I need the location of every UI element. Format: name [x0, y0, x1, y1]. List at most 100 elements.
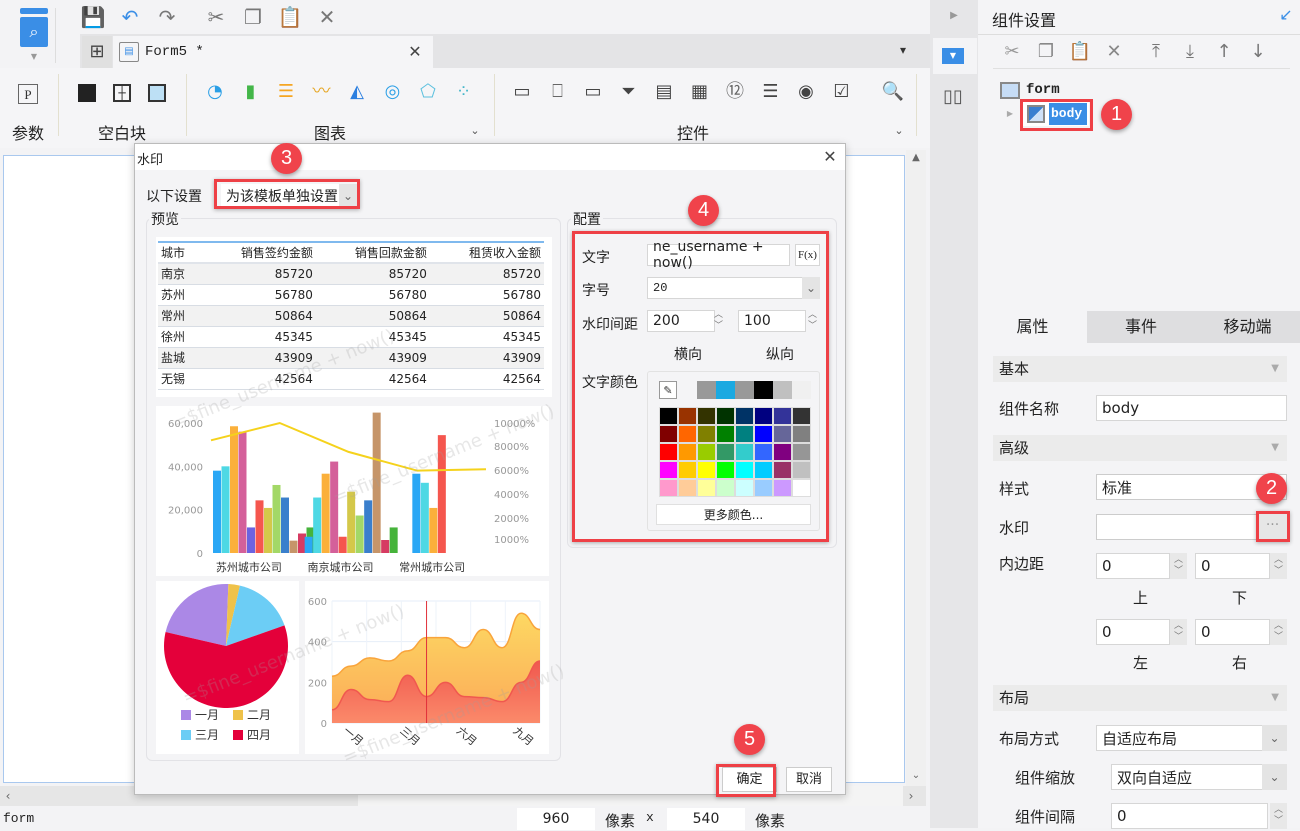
ok-button[interactable]: 确定 — [722, 767, 777, 792]
paste-icon[interactable]: 📋 — [277, 5, 303, 29]
text-area-icon[interactable]: ☰ — [762, 81, 779, 102]
color-swatch[interactable] — [735, 479, 754, 497]
area-chart-icon[interactable]: ◭ — [350, 81, 364, 102]
color-swatch[interactable] — [754, 479, 773, 497]
color-swatch[interactable] — [697, 443, 716, 461]
color-swatch[interactable] — [716, 461, 735, 479]
tree-node-body[interactable]: body — [1023, 102, 1089, 126]
color-swatch[interactable] — [659, 461, 678, 479]
checkbox-group-icon[interactable]: ☑ — [833, 81, 850, 102]
color-swatch[interactable] — [754, 443, 773, 461]
new-grid-icon[interactable]: ⊞ — [82, 36, 112, 68]
redo-icon[interactable]: ↷ — [158, 5, 176, 29]
cut-icon[interactable]: ✂ — [1004, 41, 1020, 62]
bar-chart-icon[interactable]: ▮ — [245, 81, 256, 102]
dropdown-icon[interactable]: ⏷ — [621, 81, 636, 102]
tab-events[interactable]: 事件 — [1087, 311, 1195, 343]
move-bottom-icon[interactable]: ⤓ — [1186, 41, 1194, 62]
color-swatch[interactable] — [659, 425, 678, 443]
copy-icon[interactable]: ❐ — [244, 5, 262, 29]
horizontal-bar-icon[interactable]: ☰ — [277, 81, 295, 102]
vertical-scrollbar[interactable]: ▲ ⌄ — [906, 150, 926, 786]
color-swatch[interactable] — [754, 461, 773, 479]
pie-chart-icon[interactable]: ◔ — [207, 81, 223, 102]
dialog-close-icon[interactable]: ✕ — [823, 147, 837, 166]
font-size-select[interactable]: 20 — [647, 277, 820, 299]
color-swatch[interactable] — [678, 443, 697, 461]
dropdown-arrow-icon[interactable]: ▼ — [30, 52, 38, 61]
collapse-panel-icon[interactable]: ▶ — [950, 10, 958, 21]
color-swatch[interactable] — [697, 479, 716, 497]
move-down-icon[interactable]: ↓ — [1250, 41, 1266, 62]
watermark-text-input[interactable]: ne_username + now() — [647, 239, 790, 271]
gauge-chart-icon[interactable]: ◎ — [384, 81, 401, 102]
layout-panel-icon[interactable]: ▯▯ — [943, 86, 963, 107]
delete-icon[interactable]: ✕ — [1106, 41, 1122, 62]
color-swatch[interactable] — [735, 407, 754, 425]
gap-input[interactable]: 0 — [1111, 803, 1268, 829]
color-swatch[interactable] — [716, 425, 735, 443]
color-swatch[interactable] — [792, 443, 811, 461]
number-input-icon[interactable]: ⑫ — [726, 81, 744, 102]
spacing-vertical-stepper[interactable]: ︿ ﹀ — [807, 310, 817, 331]
section-layout[interactable]: 布局 ▼ — [993, 685, 1287, 711]
scope-dropdown-icon[interactable]: ⌄ — [339, 184, 357, 208]
move-up-icon[interactable]: ↑ — [1216, 41, 1232, 62]
eyedropper-icon[interactable]: ✎ — [659, 381, 677, 399]
color-swatch[interactable] — [659, 407, 678, 425]
recent-color-swatch[interactable] — [697, 381, 716, 399]
formula-button[interactable]: F(x) — [795, 244, 820, 266]
font-size-dropdown-icon[interactable]: ⌄ — [802, 277, 820, 299]
section-basic[interactable]: 基本 ▼ — [993, 356, 1287, 382]
padding-bottom-input[interactable]: 0 — [1195, 553, 1270, 579]
spacing-horizontal-stepper[interactable]: ︿ ﹀ — [713, 310, 723, 331]
component-name-input[interactable]: body — [1096, 395, 1287, 421]
color-swatch[interactable] — [716, 479, 735, 497]
color-swatch[interactable] — [754, 425, 773, 443]
color-swatch[interactable] — [754, 407, 773, 425]
label-icon[interactable]: ⎕ — [552, 81, 563, 102]
scroll-right-icon[interactable]: › — [908, 789, 914, 803]
dock-arrow-icon[interactable]: ↙ — [1279, 5, 1293, 24]
more-colors-button[interactable]: 更多颜色... — [656, 504, 811, 525]
recent-color-swatch[interactable] — [735, 381, 754, 399]
color-swatch[interactable] — [792, 479, 811, 497]
paste-icon[interactable]: 📋 — [1068, 41, 1092, 62]
absolute-layout-icon[interactable] — [148, 84, 166, 102]
color-swatch[interactable] — [773, 443, 792, 461]
color-swatch[interactable] — [678, 407, 697, 425]
date-picker-icon[interactable]: ▦ — [690, 81, 708, 102]
scale-dropdown-icon[interactable]: ⌄ — [1262, 764, 1287, 790]
spacing-vertical-input[interactable]: 100 — [738, 310, 806, 332]
color-swatch[interactable] — [792, 407, 811, 425]
color-swatch[interactable] — [735, 443, 754, 461]
scope-select[interactable]: 为该模板单独设置 — [221, 184, 357, 208]
padding-bottom-stepper[interactable]: ︿ ﹀ — [1270, 553, 1287, 579]
query-button-icon[interactable]: 🔍 — [881, 81, 905, 102]
padding-left-stepper[interactable]: ︿ ﹀ — [1170, 619, 1187, 645]
blank-block-icon[interactable] — [78, 84, 96, 102]
line-chart-icon[interactable]: 〰 — [312, 81, 331, 102]
scale-select[interactable]: 双向自适应 — [1111, 764, 1287, 790]
tab-layout-icon[interactable]: ┼ — [113, 84, 131, 102]
expand-widget-group-icon[interactable]: ⌄ — [894, 123, 904, 137]
color-swatch[interactable] — [773, 461, 792, 479]
color-swatch[interactable] — [697, 425, 716, 443]
color-swatch[interactable] — [792, 425, 811, 443]
expand-chart-group-icon[interactable]: ⌄ — [470, 123, 480, 137]
app-menu-button[interactable]: ⌕ — [18, 8, 50, 52]
color-swatch[interactable] — [773, 425, 792, 443]
move-top-icon[interactable]: ⤒ — [1152, 41, 1160, 62]
expand-body-icon[interactable]: ▶ — [1006, 109, 1014, 118]
text-box-icon[interactable]: ▭ — [513, 81, 531, 102]
recent-color-swatch[interactable] — [754, 381, 773, 399]
color-swatch[interactable] — [697, 461, 716, 479]
style-input[interactable]: 标准 — [1096, 474, 1287, 500]
color-swatch[interactable] — [716, 407, 735, 425]
parameter-icon[interactable]: P — [18, 84, 38, 104]
scatter-chart-icon[interactable]: ⁘ — [455, 81, 472, 102]
padding-right-stepper[interactable]: ︿ ﹀ — [1270, 619, 1287, 645]
color-swatch[interactable] — [716, 443, 735, 461]
layout-mode-dropdown-icon[interactable]: ⌄ — [1262, 725, 1287, 751]
close-tab-icon[interactable]: ✕ — [408, 42, 422, 61]
